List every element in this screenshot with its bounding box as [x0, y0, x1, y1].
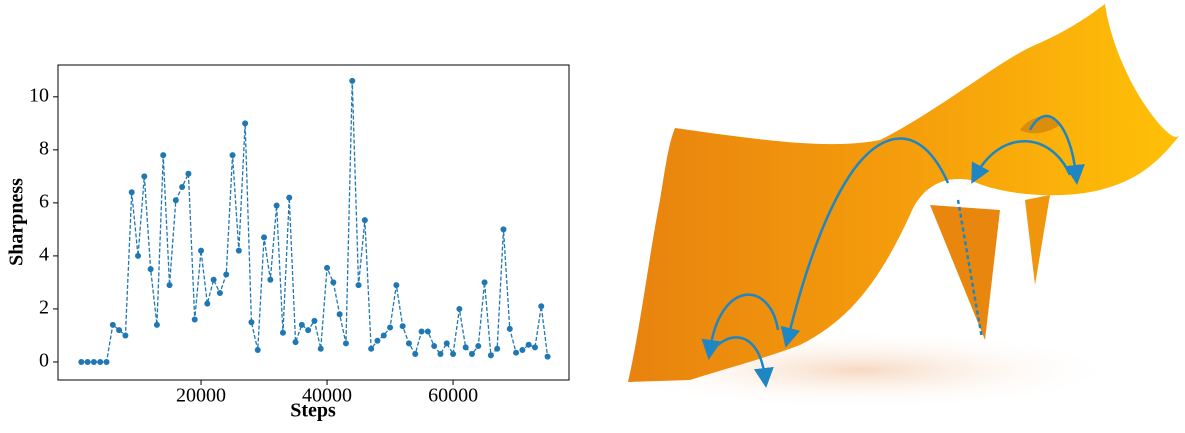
data-point [179, 183, 186, 190]
data-point [361, 217, 368, 224]
data-point [185, 170, 192, 177]
y-tick-label: 2 [39, 297, 49, 319]
data-point [261, 234, 268, 241]
data-point [204, 300, 211, 307]
data-point [538, 303, 545, 310]
data-point [109, 321, 116, 328]
data-point [305, 327, 312, 334]
data-point [349, 77, 356, 84]
data-point [229, 152, 236, 159]
data-point [84, 358, 91, 365]
data-point [393, 282, 400, 289]
data-point [424, 328, 431, 335]
data-point [248, 319, 255, 326]
y-axis-label: Sharpness [6, 178, 28, 266]
y-tick-label: 0 [39, 350, 49, 372]
data-point [374, 337, 381, 344]
data-point [311, 317, 318, 324]
data-point [210, 276, 217, 283]
data-point [506, 325, 513, 332]
data-point [286, 194, 293, 201]
data-point [116, 327, 123, 334]
data-point [468, 351, 475, 358]
data-point [462, 344, 469, 351]
data-point [513, 349, 520, 356]
data-point [431, 343, 438, 350]
y-tick-label: 10 [29, 84, 49, 106]
data-point [412, 351, 419, 358]
plot-frame [57, 64, 570, 381]
data-point [198, 247, 205, 254]
data-point [103, 358, 110, 365]
data-point [487, 352, 494, 359]
data-point [399, 323, 406, 330]
y-tick-label: 8 [39, 137, 49, 159]
data-point [368, 345, 375, 352]
x-tick-label: 20000 [176, 385, 226, 407]
data-point [90, 358, 97, 365]
data-point [97, 358, 104, 365]
data-point [475, 343, 482, 350]
x-tick-label: 40000 [302, 385, 352, 407]
data-point [500, 226, 507, 233]
data-point [279, 329, 286, 336]
data-point [494, 345, 501, 352]
data-point [78, 358, 85, 365]
data-point [342, 340, 349, 347]
data-point [380, 332, 387, 339]
data-point [387, 324, 394, 331]
y-tick-label: 6 [39, 190, 49, 212]
data-point [141, 173, 148, 180]
data-point [216, 290, 223, 297]
x-tick-label: 60000 [428, 385, 478, 407]
data-point [336, 311, 343, 318]
landscape-illustration [600, 4, 1180, 410]
data-point [135, 252, 142, 259]
data-point [235, 247, 242, 254]
data-point [122, 332, 129, 339]
data-point [254, 347, 261, 354]
data-point [418, 328, 425, 335]
data-point [166, 282, 173, 289]
data-point [355, 282, 362, 289]
data-point [267, 276, 274, 283]
data-point [153, 321, 160, 328]
data-point [317, 345, 324, 352]
data-point [172, 197, 179, 204]
data-point [481, 279, 488, 286]
data-point [456, 305, 463, 312]
data-point [525, 341, 532, 348]
y-tick-label: 4 [39, 244, 49, 266]
data-point [330, 279, 337, 286]
data-point [531, 344, 538, 351]
data-point [544, 353, 551, 360]
data-point [324, 264, 331, 271]
data-point [405, 340, 412, 347]
data-point [443, 340, 450, 347]
data-point [128, 189, 135, 196]
data-point [437, 351, 444, 358]
data-point [160, 152, 167, 159]
data-point [292, 339, 299, 346]
data-point [273, 202, 280, 209]
x-axis-label: Steps [290, 400, 336, 422]
data-point [147, 266, 154, 273]
data-point [519, 347, 526, 354]
data-point [242, 120, 249, 127]
data-point [191, 316, 198, 323]
data-point [223, 271, 230, 278]
data-point [450, 351, 457, 358]
data-point [298, 321, 305, 328]
